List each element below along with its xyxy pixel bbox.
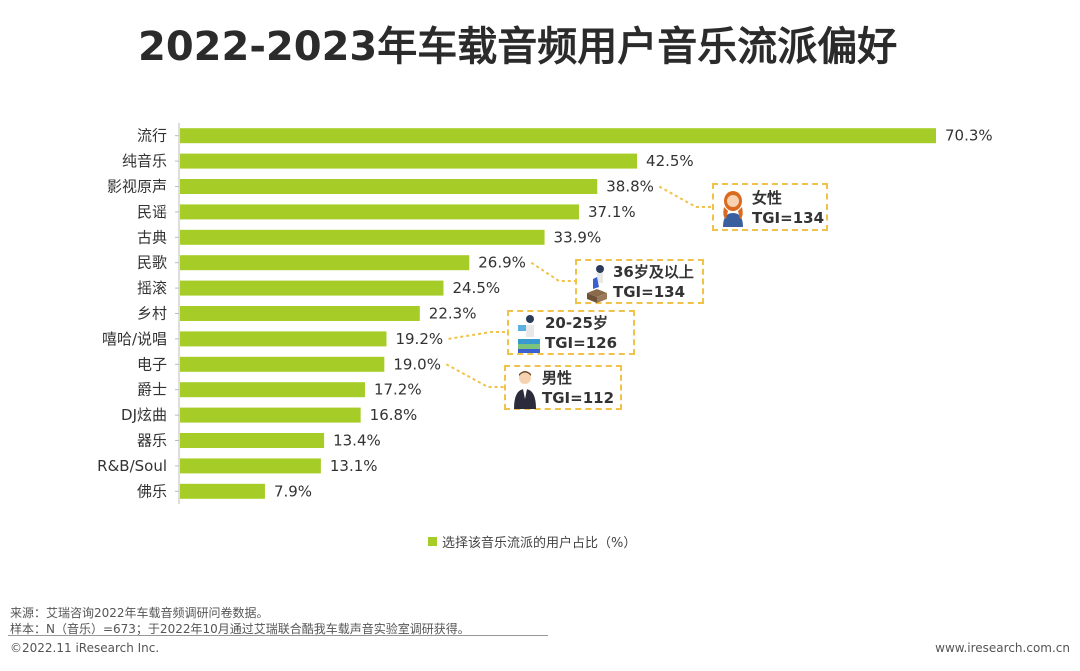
tgi-annotation-female: 女性 TGI=134 xyxy=(712,183,828,231)
category-label: 民谣 xyxy=(137,203,167,221)
category-label: 纯音乐 xyxy=(122,152,167,170)
annotation-group: 20-25岁 xyxy=(545,314,608,332)
value-label: 24.5% xyxy=(452,279,500,297)
value-label: 26.9% xyxy=(478,254,526,272)
category-label: 摇滚 xyxy=(137,279,167,297)
bar xyxy=(180,483,265,499)
value-label: 22.3% xyxy=(429,305,477,323)
legend-label: 选择该音乐流派的用户占比（%） xyxy=(442,536,637,551)
tgi-annotation-age-36-plus: 36岁及以上 TGI=134 xyxy=(575,259,704,304)
bar xyxy=(180,280,444,296)
annotation-group: 女性 xyxy=(752,189,783,207)
category-label: 流行 xyxy=(137,127,167,145)
annotation-group: 36岁及以上 xyxy=(613,263,694,281)
footer-divider xyxy=(8,635,548,636)
annotation-connector xyxy=(445,363,504,388)
sample-note: 样本：N（音乐）=673；于2022年10月通过艾瑞联合酷我车载声音实验室调研获… xyxy=(10,622,470,636)
category-label: 爵士 xyxy=(137,381,167,399)
value-label: 70.3% xyxy=(945,127,993,145)
category-label: 古典 xyxy=(137,228,167,246)
value-label: 38.8% xyxy=(606,178,654,196)
woman-avatar-icon xyxy=(720,189,746,232)
annotation-tgi: TGI=134 xyxy=(613,283,686,301)
legend: 选择该音乐流派的用户占比（%） xyxy=(428,532,636,551)
chart-title: 2022-2023年车载音频用户音乐流派偏好 xyxy=(138,24,898,70)
bar xyxy=(180,331,387,347)
bar xyxy=(180,179,598,194)
bar xyxy=(180,306,420,321)
value-label: 33.9% xyxy=(554,228,602,246)
value-label: 7.9% xyxy=(274,482,312,500)
category-label: 嘻哈/说唱 xyxy=(102,330,167,348)
value-label: 42.5% xyxy=(646,152,694,170)
bar xyxy=(180,458,321,474)
bar xyxy=(180,433,325,448)
annotation-tgi: TGI=134 xyxy=(752,209,825,227)
annotation-tgi: TGI=126 xyxy=(545,334,618,352)
tgi-annotation-male: 男性 TGI=112 xyxy=(504,365,622,410)
category-label: 电子 xyxy=(137,355,167,373)
website: www.iresearch.com.cn xyxy=(935,641,1070,655)
category-label: 影视原声 xyxy=(107,178,167,196)
value-label: 37.1% xyxy=(588,203,636,221)
value-label: 19.2% xyxy=(395,330,443,348)
source-note: 来源：艾瑞咨询2022年车载音频调研问卷数据。 xyxy=(10,606,269,620)
annotation-connector xyxy=(448,331,507,340)
annotation-connector xyxy=(658,185,712,208)
bar xyxy=(180,382,365,398)
value-label: 16.8% xyxy=(370,406,418,424)
category-label: 佛乐 xyxy=(137,482,167,500)
category-label: 民歌 xyxy=(137,254,167,272)
bar xyxy=(180,204,579,220)
category-label: DJ炫曲 xyxy=(121,406,167,424)
older-person-avatar-icon xyxy=(583,263,611,308)
bar xyxy=(180,356,385,372)
annotation-tgi: TGI=112 xyxy=(542,389,615,407)
man-avatar-icon xyxy=(512,369,538,414)
category-label: 器乐 xyxy=(137,432,167,450)
category-label: 乡村 xyxy=(137,305,167,323)
value-label: 13.1% xyxy=(330,457,378,475)
young-person-avatar-icon xyxy=(514,313,542,358)
value-label: 19.0% xyxy=(393,355,441,373)
annotation-group: 男性 xyxy=(542,369,573,387)
value-label: 13.4% xyxy=(333,432,381,450)
bar xyxy=(180,153,638,169)
bar xyxy=(180,407,361,423)
bar xyxy=(180,128,936,144)
tgi-annotation-age-20-25: 20-25岁 TGI=126 xyxy=(507,310,635,355)
value-label: 17.2% xyxy=(374,381,422,399)
bar xyxy=(180,229,545,245)
copyright: ©2022.11 iResearch Inc. xyxy=(10,641,160,655)
annotation-connector xyxy=(530,261,575,282)
legend-swatch xyxy=(428,537,437,546)
category-label: R&B/Soul xyxy=(97,457,167,475)
bar xyxy=(180,255,470,271)
